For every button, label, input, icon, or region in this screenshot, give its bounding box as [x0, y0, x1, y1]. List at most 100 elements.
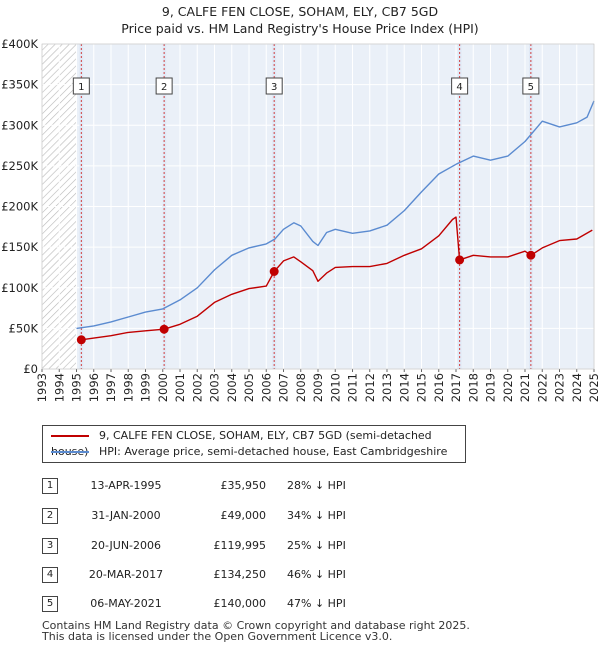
y-tick-label: £250K — [1, 159, 38, 173]
sale-price: £49,000 — [220, 509, 267, 522]
x-tick-label: 2001 — [173, 373, 187, 402]
y-tick-label: £400K — [1, 37, 38, 51]
x-tick-label: 2019 — [484, 373, 498, 402]
sale-number-badge: 4 — [42, 567, 58, 583]
sale-price: £134,250 — [213, 568, 267, 581]
x-tick-label: 2011 — [346, 373, 360, 402]
legend-item-property: 9, CALFE FEN CLOSE, SOHAM, ELY, CB7 5GD … — [51, 428, 465, 458]
sale-point — [455, 255, 465, 265]
x-tick-label: 2003 — [208, 373, 222, 402]
sale-price: £140,000 — [213, 597, 267, 610]
sale-hpi-diff: 28% ↓ HPI — [287, 479, 346, 492]
y-tick-label: £350K — [1, 78, 38, 92]
y-tick-label: £0 — [23, 362, 38, 376]
sale-marker-box — [155, 77, 173, 95]
table-row: 1 13-APR-1995 £35,950 28% ↓ HPI — [42, 478, 402, 496]
table-row: 2 31-JAN-2000 £49,000 34% ↓ HPI — [42, 508, 402, 526]
table-row: 5 06-MAY-2021 £140,000 47% ↓ HPI — [42, 596, 402, 614]
sale-date: 20-JUN-2006 — [90, 539, 162, 552]
sale-marker-box — [451, 77, 469, 95]
footer-licence: This data is licensed under the Open Gov… — [42, 630, 393, 643]
y-tick-label: £300K — [1, 118, 38, 132]
sale-date: 06-MAY-2021 — [90, 597, 162, 610]
x-tick-label: 2018 — [466, 373, 480, 402]
sale-marker-label: 5 — [528, 82, 534, 93]
x-tick-label: 2013 — [380, 373, 394, 402]
legend-label-property: 9, CALFE FEN CLOSE, SOHAM, ELY, CB7 5GD … — [51, 429, 432, 458]
sale-band — [162, 44, 167, 369]
price-chart: 1 2 3 4 5 £0 £50K £100K £150K £200K £250K £300K £35… — [1, 37, 600, 402]
footer-copyright: Contains HM Land Registry data © Crown c… — [42, 619, 470, 632]
sale-hpi-diff: 25% ↓ HPI — [287, 539, 346, 552]
x-tick-label: 2005 — [242, 373, 256, 402]
legend-label-hpi: HPI: Average price, semi-detached house,… — [99, 445, 448, 458]
x-tick-label: 2010 — [328, 373, 342, 402]
x-tick-label: 1998 — [121, 373, 135, 402]
sale-point — [269, 267, 279, 277]
x-tick-label: 1995 — [70, 373, 84, 402]
y-tick-label: £100K — [1, 281, 38, 295]
sale-band — [272, 44, 277, 369]
plot-border — [41, 43, 595, 370]
legend: 9, CALFE FEN CLOSE, SOHAM, ELY, CB7 5GD … — [42, 425, 466, 463]
x-tick-label: 2017 — [449, 373, 463, 402]
sale-number-badge: 3 — [42, 538, 58, 554]
sale-band — [79, 44, 84, 369]
x-tick-label: 1996 — [87, 373, 101, 402]
x-tick-label: 2008 — [294, 373, 308, 402]
sale-marker-label: 1 — [78, 82, 84, 93]
y-tick-label: £50K — [9, 321, 39, 335]
sale-point — [526, 250, 536, 260]
x-tick-label: 1993 — [35, 373, 49, 402]
chart-title: 9, CALFE FEN CLOSE, SOHAM, ELY, CB7 5GD … — [0, 3, 600, 37]
x-tick-label: 2002 — [190, 373, 204, 402]
x-tick-label: 2007 — [277, 373, 291, 402]
title-line-2: Price paid vs. HM Land Registry's House … — [121, 21, 479, 36]
sale-date: 20-MAR-2017 — [88, 568, 164, 581]
y-tick-label: £150K — [1, 240, 38, 254]
x-tick-label: 2021 — [518, 373, 532, 402]
sale-marker-box — [522, 77, 540, 95]
sale-price: £119,995 — [213, 539, 267, 552]
sale-marker-box — [72, 77, 90, 95]
sale-number-badge: 5 — [42, 596, 58, 612]
x-tick-label: 2025 — [587, 373, 600, 402]
x-tick-label: 2012 — [363, 373, 377, 402]
sale-marker-box — [265, 77, 283, 95]
x-tick-label: 1999 — [139, 373, 153, 402]
x-tick-label: 2023 — [553, 373, 567, 402]
sale-date: 13-APR-1995 — [90, 479, 162, 492]
x-tick-label: 2024 — [570, 373, 584, 402]
sale-marker-label: 2 — [161, 82, 167, 93]
footer: Contains HM Land Registry data © Crown c… — [42, 620, 470, 642]
sale-number-badge: 2 — [42, 508, 58, 524]
sale-hpi-diff: 34% ↓ HPI — [287, 509, 346, 522]
legend-item-hpi: HPI: Average price, semi-detached house,… — [51, 444, 447, 460]
x-tick-label: 2004 — [225, 373, 239, 402]
sale-point — [159, 324, 169, 334]
title-line-1: 9, CALFE FEN CLOSE, SOHAM, ELY, CB7 5GD — [161, 4, 439, 19]
sale-hpi-diff: 46% ↓ HPI — [287, 568, 346, 581]
x-tick-label: 2022 — [535, 373, 549, 402]
x-tick-label: 2015 — [415, 373, 429, 402]
x-tick-label: 1997 — [104, 373, 118, 402]
x-tick-label: 2009 — [311, 373, 325, 402]
y-tick-label: £200K — [1, 200, 38, 214]
sale-point — [76, 335, 86, 345]
x-tick-label: 2000 — [156, 373, 170, 402]
legend-swatch-property — [51, 435, 89, 437]
sale-date: 31-JAN-2000 — [91, 509, 161, 522]
sale-price: £35,950 — [220, 479, 267, 492]
legend-swatch-hpi — [51, 451, 89, 453]
x-tick-label: 2006 — [259, 373, 273, 402]
sale-band — [457, 44, 462, 369]
hpi-line — [76, 100, 595, 330]
x-tick-label: 2020 — [501, 373, 515, 402]
table-row: 3 20-JUN-2006 £119,995 25% ↓ HPI — [42, 538, 402, 556]
sale-marker-label: 4 — [456, 82, 462, 93]
property-price-line — [81, 216, 593, 341]
sale-hpi-diff: 47% ↓ HPI — [287, 597, 346, 610]
x-tick-label: 1994 — [52, 373, 66, 402]
x-tick-label: 2014 — [397, 373, 411, 402]
sale-marker-label: 3 — [271, 82, 277, 93]
